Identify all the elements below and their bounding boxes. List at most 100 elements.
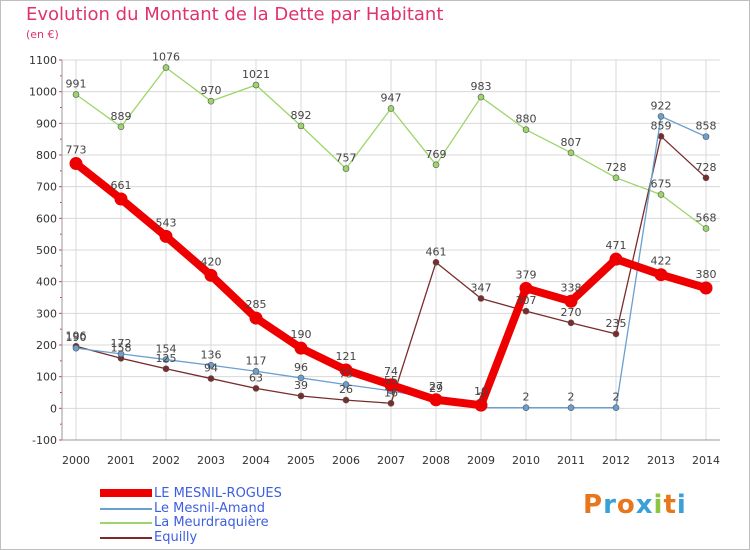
y-tick-label: 900 bbox=[36, 117, 57, 130]
data-label-le-mesnil-amand: 55 bbox=[384, 374, 398, 387]
data-label-la-meurdraquiere: 1076 bbox=[152, 51, 180, 64]
x-tick-label: 2002 bbox=[152, 454, 180, 467]
data-point-equilly bbox=[432, 259, 440, 266]
data-label-equilly: 461 bbox=[426, 245, 447, 258]
data-label-le-mesnil-rogues: 190 bbox=[291, 328, 312, 341]
data-point-la-meurdraquiere bbox=[207, 97, 215, 105]
y-tick-label: 800 bbox=[36, 149, 57, 162]
data-point-le-mesnil-rogues bbox=[384, 378, 398, 392]
data-label-la-meurdraquiere: 1021 bbox=[242, 68, 270, 81]
data-label-le-mesnil-amand: 136 bbox=[201, 348, 222, 361]
data-point-le-mesnil-rogues bbox=[114, 192, 128, 206]
chart-title: Evolution du Montant de la Dette par Hab… bbox=[26, 4, 444, 25]
y-tick-label: 400 bbox=[36, 276, 57, 289]
data-label-le-mesnil-rogues: 74 bbox=[384, 365, 398, 378]
x-tick-label: 2008 bbox=[422, 454, 450, 467]
data-point-la-meurdraquiere bbox=[612, 174, 620, 182]
x-tick-label: 2001 bbox=[107, 454, 135, 467]
data-label-la-meurdraquiere: 991 bbox=[66, 78, 87, 91]
data-point-la-meurdraquiere bbox=[702, 225, 710, 232]
legend-swatch-equilly bbox=[100, 537, 152, 539]
data-point-le-mesnil-rogues bbox=[339, 363, 353, 377]
data-point-le-mesnil-amand bbox=[702, 133, 710, 140]
data-point-la-meurdraquiere bbox=[162, 64, 170, 71]
legend-label-le-mesnil-amand: Le Mesnil-Amand bbox=[154, 501, 266, 516]
data-point-equilly bbox=[162, 365, 170, 373]
data-point-la-meurdraquiere bbox=[522, 126, 530, 133]
data-label-le-mesnil-amand: 2 bbox=[613, 391, 620, 404]
data-point-la-meurdraquiere bbox=[657, 191, 665, 198]
data-label-le-mesnil-amand: 2 bbox=[523, 391, 530, 404]
data-label-le-mesnil-amand: 96 bbox=[294, 361, 308, 374]
data-point-equilly bbox=[207, 375, 215, 382]
data-point-equilly bbox=[297, 392, 305, 400]
data-label-la-meurdraquiere: 757 bbox=[336, 152, 357, 165]
x-tick-label: 2011 bbox=[557, 454, 585, 467]
y-tick-label: -100 bbox=[32, 434, 57, 447]
data-point-le-mesnil-rogues bbox=[429, 393, 443, 407]
data-point-la-meurdraquiere bbox=[117, 123, 125, 131]
legend-swatch-la-meurdraquiere bbox=[100, 522, 152, 524]
data-point-le-mesnil-rogues bbox=[519, 281, 533, 295]
data-label-la-meurdraquiere: 983 bbox=[471, 80, 492, 93]
legend-swatch-le-mesnil-rogues bbox=[100, 489, 152, 497]
data-label-equilly: 728 bbox=[696, 161, 717, 174]
data-label-equilly: 196 bbox=[66, 329, 87, 342]
data-label-le-mesnil-amand: 858 bbox=[696, 120, 717, 133]
y-tick-label: 100 bbox=[36, 371, 57, 384]
x-tick-label: 2003 bbox=[197, 454, 225, 467]
data-point-le-mesnil-rogues bbox=[564, 294, 578, 308]
data-point-le-mesnil-amand bbox=[657, 113, 665, 120]
x-tick-label: 2004 bbox=[242, 454, 270, 467]
data-label-la-meurdraquiere: 728 bbox=[606, 161, 627, 174]
data-label-la-meurdraquiere: 568 bbox=[696, 211, 717, 224]
data-point-equilly bbox=[522, 307, 530, 315]
data-label-equilly: 307 bbox=[516, 294, 537, 307]
data-point-le-mesnil-rogues bbox=[249, 311, 263, 325]
data-label-le-mesnil-rogues: 661 bbox=[111, 179, 132, 192]
data-point-le-mesnil-rogues bbox=[159, 229, 173, 243]
data-label-le-mesnil-rogues: 121 bbox=[336, 350, 357, 363]
legend-label-le-mesnil-rogues: LE MESNIL-ROGUES bbox=[154, 486, 282, 501]
data-label-equilly: 26 bbox=[339, 383, 353, 396]
y-tick-label: 0 bbox=[50, 402, 57, 415]
data-point-le-mesnil-amand bbox=[117, 350, 125, 358]
data-point-la-meurdraquiere bbox=[432, 161, 440, 169]
data-label-le-mesnil-rogues: 379 bbox=[516, 268, 537, 281]
data-point-le-mesnil-amand bbox=[162, 356, 170, 363]
data-point-equilly bbox=[477, 295, 485, 302]
data-point-la-meurdraquiere bbox=[567, 149, 575, 157]
data-label-la-meurdraquiere: 892 bbox=[291, 109, 312, 122]
data-label-le-mesnil-amand: 154 bbox=[156, 343, 177, 356]
data-point-le-mesnil-rogues bbox=[609, 252, 623, 266]
data-point-equilly bbox=[252, 385, 260, 392]
data-label-le-mesnil-amand: 117 bbox=[246, 354, 267, 367]
data-label-equilly: 94 bbox=[204, 362, 218, 375]
data-label-la-meurdraquiere: 675 bbox=[651, 178, 672, 191]
data-label-le-mesnil-rogues: 420 bbox=[201, 255, 222, 268]
x-tick-label: 2010 bbox=[512, 454, 540, 467]
y-tick-label: 600 bbox=[36, 212, 57, 225]
data-label-equilly: 16 bbox=[384, 386, 398, 399]
data-point-equilly bbox=[342, 396, 350, 404]
y-tick-label: 700 bbox=[36, 181, 57, 194]
data-point-la-meurdraquiere bbox=[72, 91, 80, 98]
x-tick-label: 2014 bbox=[692, 454, 720, 467]
unit-label: (en €) bbox=[26, 28, 59, 41]
x-tick-label: 2009 bbox=[467, 454, 495, 467]
data-point-le-mesnil-rogues bbox=[204, 268, 218, 282]
data-label-equilly: 270 bbox=[561, 306, 582, 319]
data-label-le-mesnil-amand: 190 bbox=[66, 331, 87, 344]
data-label-le-mesnil-rogues: 27 bbox=[429, 380, 443, 393]
data-label-equilly: 158 bbox=[111, 341, 132, 354]
data-point-la-meurdraquiere bbox=[252, 81, 260, 89]
data-point-le-mesnil-rogues bbox=[699, 281, 713, 295]
data-point-le-mesnil-rogues bbox=[294, 341, 308, 355]
data-label-la-meurdraquiere: 880 bbox=[516, 113, 537, 126]
data-point-le-mesnil-amand bbox=[207, 361, 215, 369]
data-label-equilly: 859 bbox=[651, 119, 672, 132]
data-label-le-mesnil-rogues: 422 bbox=[651, 255, 672, 268]
data-label-le-mesnil-amand: 75 bbox=[339, 368, 353, 381]
data-point-equilly bbox=[702, 174, 710, 182]
data-point-le-mesnil-rogues bbox=[654, 268, 668, 282]
